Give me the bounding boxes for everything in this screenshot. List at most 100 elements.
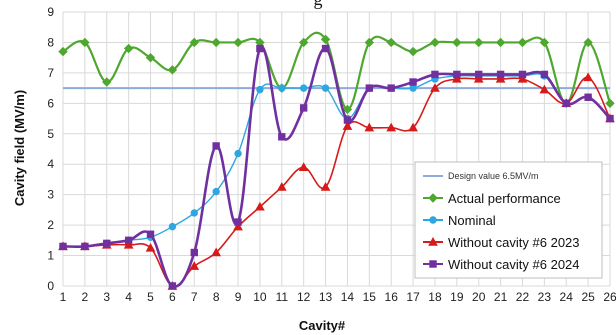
x-tick-label: 13 <box>319 290 333 304</box>
y-tick-label: 3 <box>47 188 54 202</box>
x-tick-label: 16 <box>385 290 399 304</box>
data-point <box>475 70 483 79</box>
data-point <box>103 239 111 248</box>
data-point <box>386 37 396 48</box>
x-tick-label: 19 <box>450 290 464 304</box>
data-point <box>102 77 112 87</box>
data-point <box>539 37 550 48</box>
x-tick-label: 2 <box>82 290 89 304</box>
data-point <box>583 37 593 48</box>
data-point <box>539 84 550 94</box>
data-point <box>190 248 198 257</box>
data-point <box>298 162 309 171</box>
data-point <box>452 37 462 48</box>
series-line <box>62 31 612 111</box>
legend-swatch-marker <box>429 216 437 224</box>
series-line <box>62 45 611 288</box>
data-point <box>408 46 418 57</box>
data-point <box>495 37 506 48</box>
legend-swatch-marker <box>429 260 437 268</box>
y-tick-label: 9 <box>47 5 54 19</box>
y-tick-label: 1 <box>47 249 54 263</box>
x-tick-label: 11 <box>276 290 289 304</box>
data-point <box>233 221 243 231</box>
x-tick-label: 23 <box>538 290 552 304</box>
x-tick-label: 3 <box>103 290 110 304</box>
data-point <box>453 70 461 79</box>
data-point <box>256 85 264 94</box>
x-tick-label: 26 <box>603 290 616 304</box>
x-tick-label: 4 <box>125 290 132 304</box>
data-point <box>278 84 286 92</box>
x-tick-label: 1 <box>60 290 67 304</box>
data-point <box>189 37 199 48</box>
data-point <box>408 122 418 132</box>
data-point <box>123 43 134 54</box>
data-point <box>409 84 417 92</box>
data-point <box>212 187 220 196</box>
y-tick-label: 4 <box>47 157 54 171</box>
data-point <box>387 84 395 92</box>
x-tick-label: 14 <box>341 290 355 304</box>
data-point <box>167 65 178 75</box>
data-point <box>540 70 549 79</box>
chart-series-group <box>58 31 615 290</box>
data-point <box>211 247 222 257</box>
data-point <box>496 70 505 79</box>
data-point <box>517 37 528 48</box>
x-tick-label: 25 <box>581 290 595 304</box>
data-point <box>342 121 353 130</box>
data-point <box>256 44 264 53</box>
data-point <box>123 239 134 249</box>
data-point <box>605 98 615 109</box>
y-tick-label: 7 <box>47 66 54 80</box>
x-axis-title: Cavity# <box>299 318 346 333</box>
x-tick-label: 17 <box>406 290 420 304</box>
data-point <box>59 242 67 251</box>
data-point <box>189 261 200 270</box>
data-point <box>321 84 330 92</box>
data-point <box>365 84 374 92</box>
data-point <box>431 70 439 79</box>
data-point <box>80 37 90 48</box>
data-point <box>168 282 177 290</box>
x-tick-label: 7 <box>191 290 198 304</box>
chart-tick-labels: 1 2 3 4 5 6 7 8 9 10 11 12 13 14 15 16 17 18 19 20 21 22 23 24 2… <box>47 5 616 304</box>
x-tick-label: 15 <box>363 290 377 304</box>
x-tick-label: 12 <box>297 290 311 304</box>
x-tick-label: 21 <box>494 290 508 304</box>
data-point <box>145 242 156 252</box>
legend-box <box>414 161 603 279</box>
chart-title: g <box>314 0 323 9</box>
series-3 <box>59 44 614 290</box>
data-point <box>584 93 592 101</box>
legend-label: Actual performance <box>448 191 561 206</box>
x-tick-label: 20 <box>472 290 486 304</box>
y-tick-label: 2 <box>47 218 54 232</box>
data-point <box>124 236 133 245</box>
data-point <box>364 37 375 48</box>
data-point <box>474 37 484 48</box>
data-point <box>298 37 309 48</box>
data-point <box>190 209 198 217</box>
data-point <box>473 73 484 83</box>
x-tick-label: 6 <box>169 290 176 304</box>
legend-label-design: Design value 6.5MV/m <box>448 171 539 181</box>
y-tick-label: 8 <box>47 35 54 49</box>
data-point <box>320 34 331 45</box>
data-point <box>255 201 265 211</box>
legend-label: Nominal <box>448 213 496 228</box>
x-tick-label: 9 <box>235 290 242 304</box>
data-point <box>299 104 308 112</box>
data-point <box>583 72 593 82</box>
chart-legend: Design value 6.5MV/m Actual performance No… <box>414 161 603 279</box>
data-point <box>386 122 397 132</box>
data-point <box>278 133 286 141</box>
legend-swatch-marker <box>428 236 438 246</box>
data-point <box>430 37 440 48</box>
x-tick-label: 5 <box>147 290 154 304</box>
y-tick-label: 5 <box>47 127 54 141</box>
x-tick-label: 18 <box>428 290 442 304</box>
data-point <box>211 37 221 48</box>
